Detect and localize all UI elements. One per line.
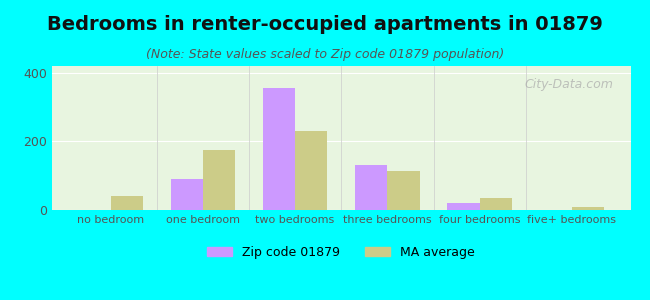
Text: Bedrooms in renter-occupied apartments in 01879: Bedrooms in renter-occupied apartments i… [47, 15, 603, 34]
Bar [263, 88, 295, 210]
Bar [295, 131, 328, 210]
Bar [203, 150, 235, 210]
Legend: Zip code 01879, MA average: Zip code 01879, MA average [202, 241, 480, 264]
Bar [355, 165, 387, 210]
Bar [111, 196, 143, 210]
Bar [170, 179, 203, 210]
Bar [480, 198, 512, 210]
Bar [572, 207, 604, 210]
Bar [447, 203, 480, 210]
Bar [387, 171, 420, 210]
Text: (Note: State values scaled to Zip code 01879 population): (Note: State values scaled to Zip code 0… [146, 48, 504, 61]
Text: City-Data.com: City-Data.com [525, 77, 613, 91]
